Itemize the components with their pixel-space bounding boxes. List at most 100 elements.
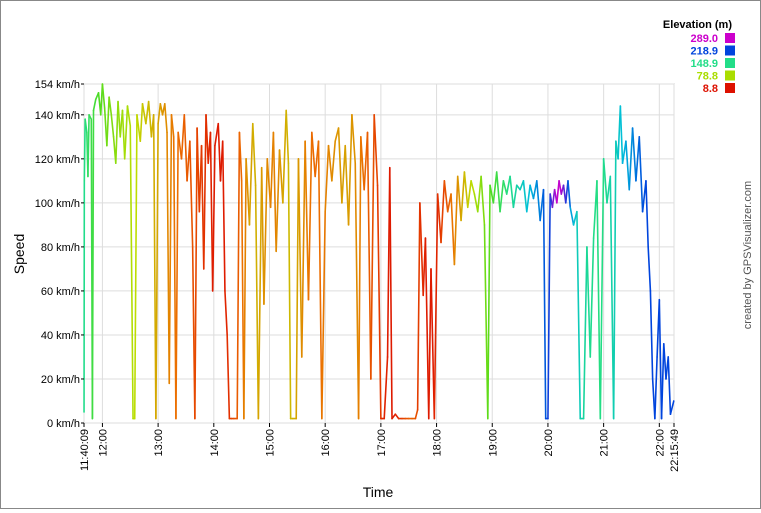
x-tick-label: 16:00: [320, 429, 332, 457]
speed-segment: [647, 246, 652, 292]
legend-swatch: [725, 45, 735, 56]
speed-segment: [502, 180, 508, 195]
speed-segment: [123, 105, 129, 160]
x-tick-label: 15:00: [264, 429, 276, 457]
speed-segment: [248, 122, 254, 226]
x-tick-label: 21:00: [599, 429, 611, 457]
x-tick-label: 13:00: [153, 429, 165, 457]
speed-segment: [117, 100, 122, 138]
y-tick-label: 20 km/h: [41, 374, 80, 386]
speed-segment: [625, 140, 631, 191]
speed-segment: [532, 180, 538, 200]
speed-segment: [238, 131, 243, 182]
speed-segment: [92, 98, 97, 112]
speed-segment: [505, 175, 511, 195]
speed-segment: [88, 114, 93, 121]
speed-segment: [91, 109, 95, 420]
speed-segment: [177, 131, 183, 160]
x-tick-label: 14:00: [209, 429, 221, 457]
speed-segment: [324, 144, 330, 213]
speed-segment: [662, 342, 667, 380]
speed-segment: [351, 114, 357, 165]
speed-segment: [337, 127, 343, 204]
speed-segment: [106, 96, 110, 147]
speed-segment: [129, 125, 134, 420]
speed-segment: [114, 100, 119, 165]
speed-segment: [460, 171, 466, 222]
speed-segment: [370, 114, 375, 380]
speed-segment: [168, 114, 173, 385]
speed-segment: [266, 158, 272, 209]
speed-segment: [133, 114, 138, 420]
speed-segment: [450, 193, 456, 266]
legend-swatch: [725, 33, 735, 43]
speed-segment: [307, 131, 313, 301]
speed-segment: [366, 131, 372, 380]
speed-segment: [311, 131, 316, 178]
speed-segment: [542, 188, 547, 420]
speed-segment: [360, 136, 365, 191]
speed-segment: [558, 180, 563, 195]
speed-segment: [567, 180, 572, 209]
speed-segment: [419, 202, 425, 297]
speed-segment: [522, 180, 528, 213]
y-tick-label: 40 km/h: [41, 330, 80, 342]
speed-series: [83, 83, 675, 420]
speed-segment: [492, 171, 498, 204]
speed-segment: [331, 140, 337, 182]
credit-text: created by GPSVisualizer.com: [742, 181, 754, 329]
speed-segment: [196, 127, 201, 213]
speed-segment: [388, 166, 393, 420]
speed-segment: [476, 175, 482, 213]
speed-segment: [275, 149, 281, 253]
speed-segment: [344, 144, 350, 226]
speed-segment: [155, 122, 159, 420]
speed-segment: [83, 118, 86, 182]
speed-segment: [163, 103, 168, 134]
legend-title: Elevation (m): [663, 19, 732, 31]
speed-segment: [443, 180, 449, 213]
x-axis-title: Time: [363, 484, 394, 500]
speed-segment: [489, 184, 495, 204]
speed-segment: [619, 105, 624, 165]
speed-segment: [183, 114, 188, 182]
legend-swatch: [725, 70, 735, 81]
speed-segment: [586, 246, 592, 358]
y-axis-title: Speed: [11, 234, 27, 274]
speed-segment: [87, 114, 90, 178]
speed-segment: [376, 184, 382, 420]
speed-segment: [463, 171, 469, 209]
legend-entry-label: 8.8: [703, 83, 718, 95]
speed-segment: [147, 100, 153, 138]
y-tick-label: 120 km/h: [35, 154, 80, 166]
speed-segment: [260, 166, 265, 305]
speed-segment: [453, 175, 459, 266]
speed-segment: [649, 290, 654, 380]
legend-entry-label: 78.8: [697, 71, 718, 83]
speed-segment: [599, 158, 605, 420]
speed-segment: [170, 114, 175, 138]
speed-segment: [667, 356, 672, 415]
speed-segment: [194, 127, 198, 420]
speed-segment: [576, 210, 582, 420]
speed-segment: [327, 144, 333, 182]
speed-segment: [341, 144, 347, 204]
speed-segment: [556, 180, 560, 204]
x-tick-label: 20:00: [543, 429, 555, 457]
speed-segment: [480, 175, 486, 226]
x-tick-label: 11:40:09: [79, 429, 91, 471]
speed-segment: [512, 184, 518, 209]
speed-segment: [295, 158, 300, 420]
speed-segment: [551, 188, 556, 209]
legend-entry-label: 218.9: [690, 46, 718, 58]
speed-segment: [658, 298, 663, 420]
speed-segment: [596, 180, 602, 420]
y-tick-label: 60 km/h: [41, 286, 80, 298]
speed-segment: [254, 184, 260, 420]
legend-entry-label: 148.9: [690, 58, 718, 70]
speed-segment: [486, 184, 491, 420]
speed-segment: [424, 237, 430, 420]
speed-segment: [612, 140, 617, 420]
